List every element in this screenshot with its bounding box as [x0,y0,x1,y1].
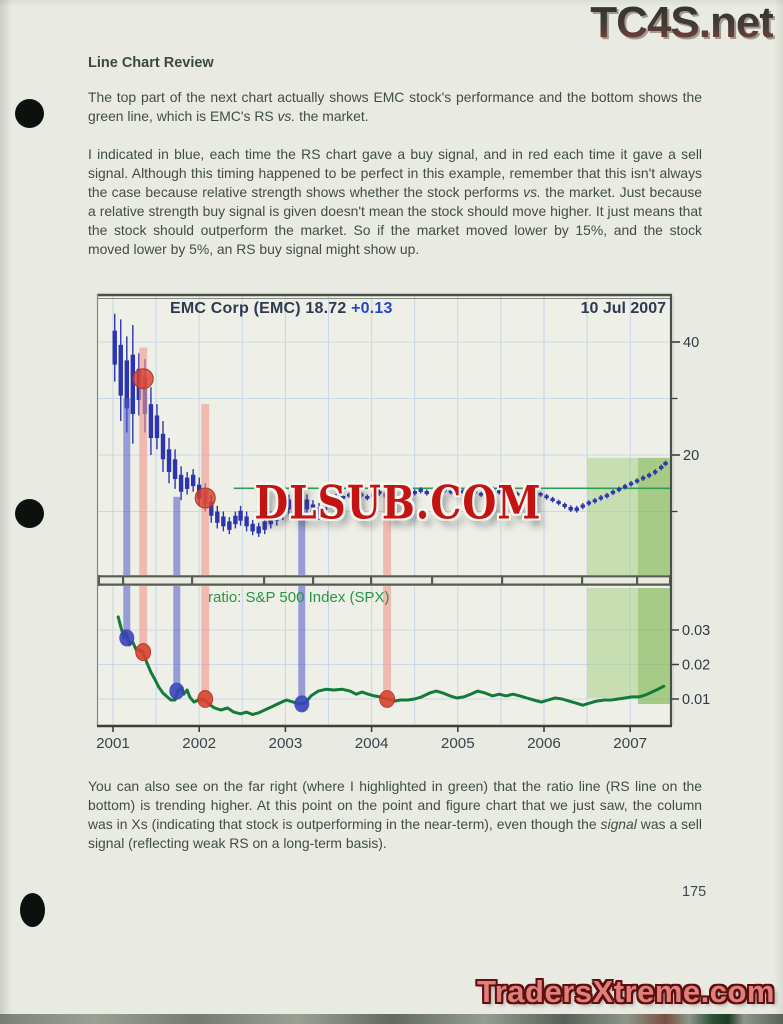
paragraph-text: was a sell signal (reflecting weak RS on… [88,816,702,851]
hole-punch-bottom [20,893,45,927]
svg-text:40: 40 [683,335,699,351]
chart-date: 10 Jul 2007 [580,300,666,317]
section-heading: Line Chart Review [88,55,214,71]
svg-text:0.03: 0.03 [682,623,710,639]
svg-text:0.01: 0.01 [682,692,710,708]
paragraph-italic: vs. [277,108,296,124]
site-logo-top: TC4S.net [590,0,774,47]
svg-text:2007: 2007 [613,735,647,752]
paragraph-italic: signal [600,816,637,832]
ratio-panel-label: ratio: S&P 500 Index (SPX) [208,589,390,606]
svg-text:2003: 2003 [269,735,303,752]
paragraph-intro: The top part of the next chart actually … [88,88,702,126]
paragraph-text: You can also see on the far right (where… [88,778,702,832]
svg-text:2001: 2001 [96,735,130,752]
stock-chart: 40 20 0.03 0.02 0.01 2001 2002 2003 2004 2005 2006… [90,290,710,760]
chart-canvas: 40 20 0.03 0.02 0.01 2001 2002 2003 2004 2005 2006… [96,293,710,752]
svg-text:2005: 2005 [441,735,475,752]
paragraph-text: The top part of the next chart actually … [88,89,702,124]
site-logo-bottom: TradersXtreme.com [477,974,775,1009]
hole-punch-top [15,99,44,128]
svg-text:2002: 2002 [182,735,216,752]
scan-artifact-strip [0,1014,783,1024]
chart-change: +0.13 [351,300,393,317]
chart-symbol-price: EMC Corp (EMC) 18.72 [170,300,347,317]
paragraph-italic: vs. [523,184,541,200]
paragraph-text: the market. Just because a relative stre… [88,184,702,257]
svg-text:20: 20 [683,448,699,464]
svg-text:2006: 2006 [527,735,561,752]
hole-punch-middle [15,499,44,528]
svg-text:2004: 2004 [355,735,389,752]
svg-text:0.02: 0.02 [682,658,710,674]
page-number: 175 [682,884,707,900]
watermark: DLSUB.COM [254,475,542,531]
paragraph-conclusion: You can also see on the far right (where… [88,777,702,853]
paragraph-text: I indicated in blue, each time the RS ch… [88,146,702,200]
chart-title: EMC Corp (EMC) 18.72 +0.13 [170,300,393,318]
paragraph-text: the market. [295,108,369,124]
paragraph-signals: I indicated in blue, each time the RS ch… [88,145,702,259]
